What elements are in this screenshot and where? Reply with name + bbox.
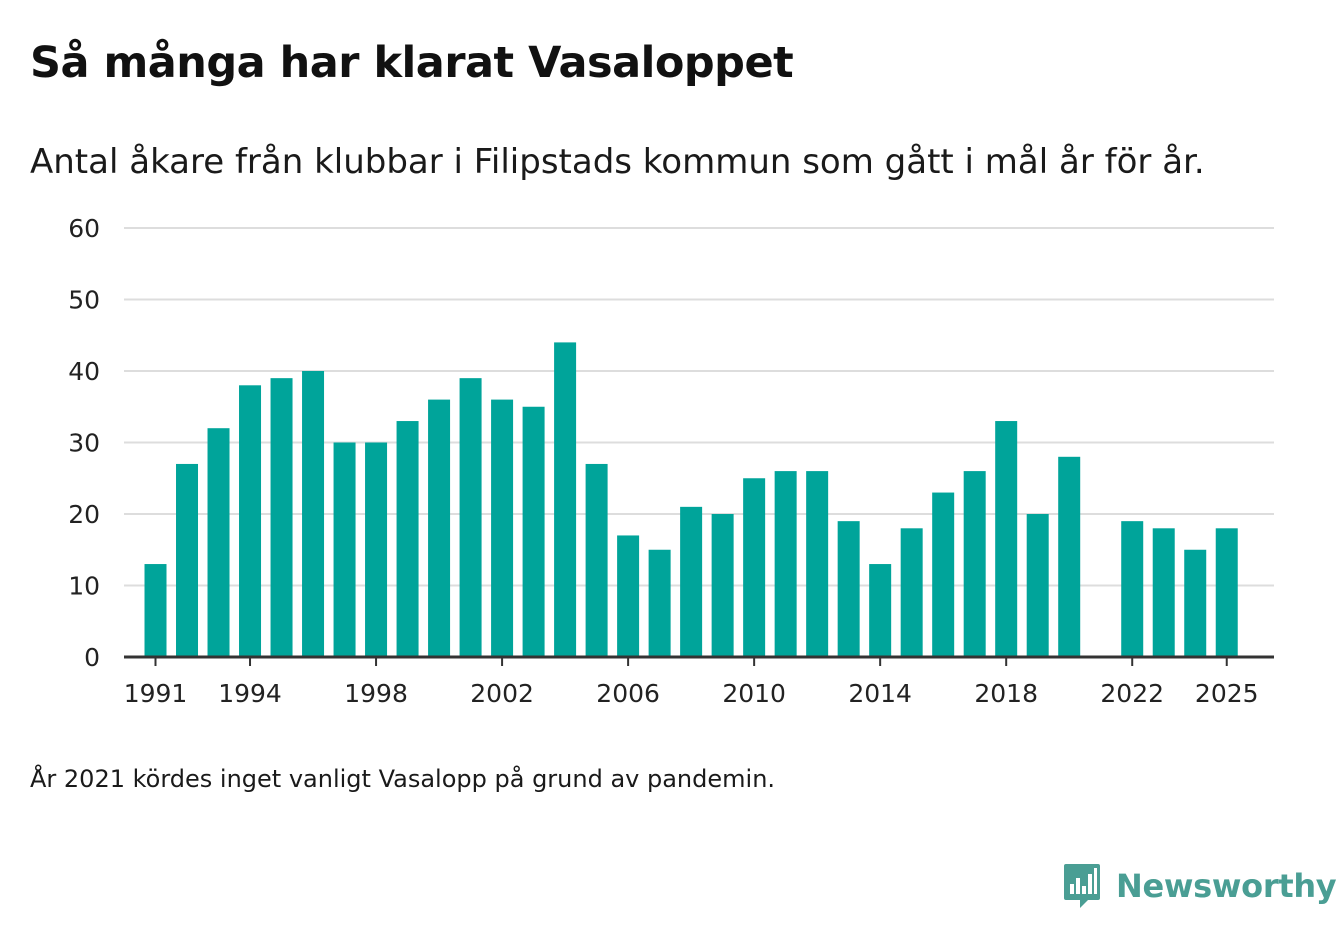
x-tick-label: 2010 (722, 679, 786, 708)
x-tick-label: 2018 (974, 679, 1038, 708)
bar-2000 (428, 399, 451, 657)
bar-2004 (554, 342, 577, 657)
bar-2012 (806, 471, 829, 657)
bar-1991 (144, 564, 167, 657)
x-tick-label: 2022 (1100, 679, 1164, 708)
x-tick-label: 2006 (596, 679, 660, 708)
y-tick-label: 60 (68, 214, 100, 243)
x-tick-label: 2025 (1195, 679, 1259, 708)
y-tick-label: 30 (68, 429, 100, 458)
chart-title: Så många har klarat Vasaloppet (30, 38, 794, 88)
brand-logo: Newsworthy (1062, 862, 1337, 910)
bar-2008 (680, 506, 703, 657)
x-tick-label: 1998 (344, 679, 408, 708)
bar-1998 (365, 442, 388, 657)
bar-2010 (743, 478, 766, 657)
x-tick-label: 2014 (848, 679, 912, 708)
bar-2014 (869, 564, 892, 657)
x-tick-label: 2002 (470, 679, 534, 708)
bar-2019 (1026, 514, 1049, 657)
bar-2015 (900, 528, 923, 657)
y-axis-labels: 0 10 20 30 40 50 60 (68, 214, 100, 672)
x-axis-labels: 1991 1994 1998 2002 2006 2010 2014 2018 2022 2025 (124, 679, 1259, 708)
bar-2020 (1058, 456, 1081, 657)
bar-2006 (617, 535, 640, 657)
bar-2001 (459, 378, 482, 657)
bar-2022 (1121, 521, 1144, 657)
bar-2017 (963, 471, 986, 657)
bar-2013 (837, 521, 860, 657)
bar-1997 (333, 442, 356, 657)
footnote: År 2021 kördes inget vanligt Vasalopp på… (30, 765, 776, 793)
bar-1992 (176, 463, 199, 657)
bar-2002 (491, 399, 514, 657)
bars (144, 342, 1238, 657)
bar-1993 (207, 428, 230, 657)
y-tick-label: 20 (68, 500, 100, 529)
brand-name: Newsworthy (1116, 867, 1337, 905)
bar-1994 (239, 385, 262, 657)
y-tick-label: 50 (68, 286, 100, 315)
bar-2024 (1184, 549, 1207, 657)
bar-2003 (522, 406, 545, 657)
bar-2018 (995, 421, 1018, 657)
bar-chart: 0 10 20 30 40 50 60 1991 1994 1998 2002 2006 2010 20… (68, 214, 1274, 708)
y-tick-label: 10 (68, 572, 100, 601)
bar-1996 (302, 371, 325, 657)
x-axis (124, 655, 1274, 666)
chart-subtitle: Antal åkare från klubbar i Filipstads ko… (30, 142, 1205, 182)
newsworthy-logo-icon (1064, 864, 1100, 908)
y-tick-label: 40 (68, 357, 100, 386)
bar-2009 (711, 514, 734, 657)
y-tick-label: 0 (84, 643, 100, 672)
x-tick-label: 1994 (218, 679, 282, 708)
bar-2011 (774, 471, 797, 657)
bar-2007 (648, 549, 671, 657)
x-tick-label: 1991 (124, 679, 188, 708)
bar-2005 (585, 463, 608, 657)
bar-1995 (270, 378, 293, 657)
bar-2023 (1152, 528, 1175, 657)
bar-2025 (1215, 528, 1238, 657)
bar-2016 (932, 492, 955, 657)
bar-1999 (396, 421, 419, 657)
